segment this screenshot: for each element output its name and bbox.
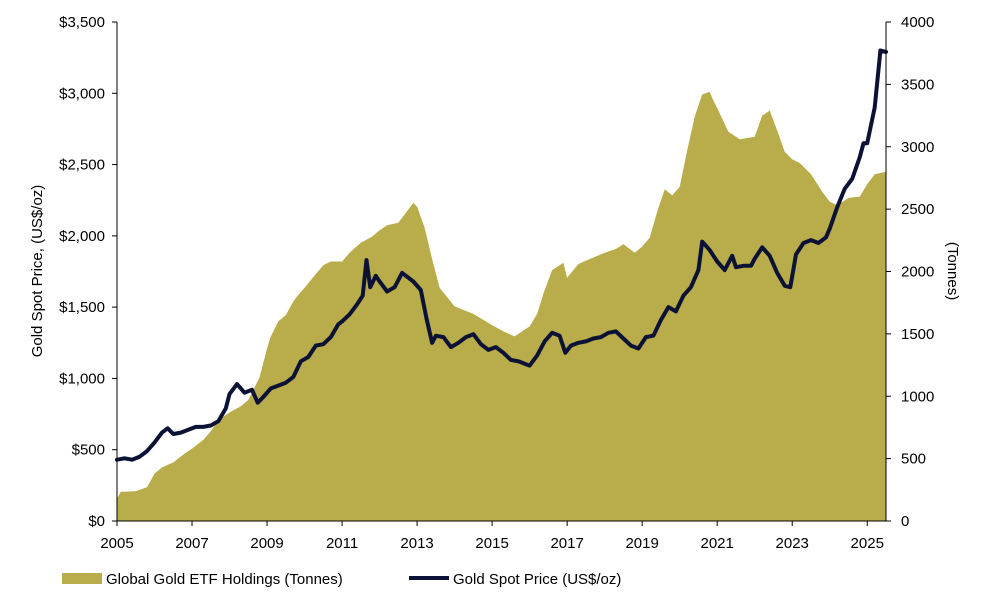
legend-swatch-etf-holdings: [62, 573, 102, 584]
y-left-tick-label: $0: [88, 513, 105, 530]
x-tick-label: 2025: [851, 535, 884, 552]
x-tick-label: 2005: [100, 535, 133, 552]
x-tick-label: 2011: [326, 535, 358, 552]
x-tick-label: 2021: [701, 535, 734, 552]
x-tick-label: 2023: [776, 535, 809, 552]
y-right-tick-label: 4000: [901, 14, 934, 31]
y-right-tick-label: 0: [901, 513, 909, 530]
y-left-tick-label: $1,000: [59, 370, 105, 387]
x-tick-label: 2013: [400, 535, 433, 552]
etf-holdings-area-layer: [117, 91, 886, 522]
x-tick-label: 2009: [250, 535, 283, 552]
x-tick-label: 2007: [175, 535, 208, 552]
legend-label-etf-holdings: Global Gold ETF Holdings (Tonnes): [106, 571, 343, 588]
y-axis-left-title: Gold Spot Price, (US$/oz): [29, 185, 46, 358]
x-tick-label: 2019: [625, 535, 658, 552]
y-left-tick-label: $2,500: [59, 157, 105, 174]
legend-label-gold-price: Gold Spot Price (US$/oz): [453, 571, 621, 588]
y-right-tick-label: 2500: [901, 201, 934, 218]
x-tick-label: 2017: [550, 535, 583, 552]
tick-labels: $0 $500 $1,000 $1,500 $2,000 $2,500 $3,000 $3,5…: [59, 14, 934, 552]
etf-holdings-area: [117, 91, 886, 522]
y-right-tick-label: 1000: [901, 388, 934, 405]
y-left-tick-label: $3,000: [59, 85, 105, 102]
y-right-tick-label: 3500: [901, 76, 934, 93]
y-right-tick-label: 500: [901, 451, 926, 468]
x-tick-label: 2015: [475, 535, 508, 552]
gold-price-line: [115, 48, 888, 462]
y-right-tick-label: 1500: [901, 326, 934, 343]
gold-price-line-layer: [115, 48, 888, 462]
y-left-tick-label: $3,500: [59, 14, 105, 31]
y-left-tick-label: $2,000: [59, 228, 105, 245]
axes: [112, 21, 891, 526]
y-right-tick-label: 3000: [901, 139, 934, 156]
y-axis-right-title: (Tonnes): [944, 242, 961, 300]
y-right-tick-label: 2000: [901, 264, 934, 281]
y-left-tick-label: $500: [72, 442, 105, 459]
legend: Global Gold ETF Holdings (Tonnes) Gold S…: [62, 571, 621, 588]
y-left-tick-label: $1,500: [59, 299, 105, 316]
